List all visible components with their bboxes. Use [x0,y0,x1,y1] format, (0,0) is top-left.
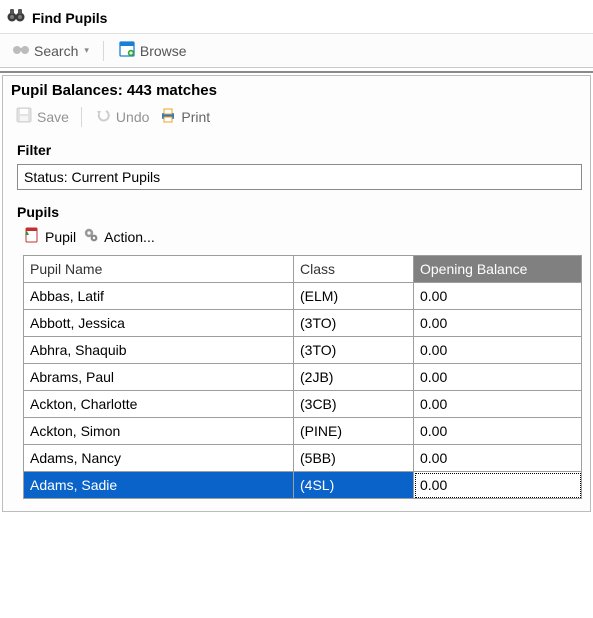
undo-icon [94,106,112,127]
action-button[interactable]: Action... [82,226,155,247]
cell-class[interactable]: (4SL) [294,472,414,499]
print-button[interactable]: Print [155,105,214,128]
cell-class[interactable]: (PINE) [294,418,414,445]
table-row[interactable]: Ackton, Charlotte(3CB)0.00 [24,391,582,418]
print-icon [159,106,177,127]
cell-pupil-name[interactable]: Abbott, Jessica [24,310,294,337]
browse-icon [118,40,136,61]
cell-opening-balance[interactable]: 0.00 [414,283,582,310]
cell-opening-balance[interactable]: 0.00 [414,472,582,499]
window-titlebar: Find Pupils [0,0,593,33]
table-row[interactable]: Adams, Sadie(4SL)0.00 [24,472,582,499]
browse-button[interactable]: Browse [114,38,191,63]
cell-opening-balance[interactable]: 0.00 [414,337,582,364]
cell-pupil-name[interactable]: Ackton, Simon [24,418,294,445]
binoculars-small-icon [12,40,30,61]
cell-pupil-name[interactable]: Abrams, Paul [24,364,294,391]
cell-pupil-name[interactable]: Ackton, Charlotte [24,391,294,418]
pupils-table: Pupil Name Class Opening Balance Abbas, … [23,255,582,499]
main-panel: Pupil Balances: 443 matches Save [2,75,591,512]
cell-class[interactable]: (3TO) [294,337,414,364]
cell-pupil-name[interactable]: Abhra, Shaquib [24,337,294,364]
pupil-button[interactable]: Pupil [23,226,76,247]
toolbar-separator [103,41,104,61]
pupils-actions: Pupil Action... [23,226,582,247]
cell-opening-balance[interactable]: 0.00 [414,418,582,445]
save-label: Save [37,109,69,125]
table-row[interactable]: Abbott, Jessica(3TO)0.00 [24,310,582,337]
browse-label: Browse [140,43,187,59]
cell-pupil-name[interactable]: Adams, Nancy [24,445,294,472]
cell-pupil-name[interactable]: Abbas, Latif [24,283,294,310]
col-pupil-name[interactable]: Pupil Name [24,256,294,283]
undo-label: Undo [116,109,149,125]
undo-button[interactable]: Undo [90,105,153,128]
content-wrap: Pupil Balances: 443 matches Save [0,71,593,514]
col-opening-balance[interactable]: Opening Balance [414,256,582,283]
table-row[interactable]: Abrams, Paul(2JB)0.00 [24,364,582,391]
search-label: Search [34,43,78,59]
cell-opening-balance[interactable]: 0.00 [414,364,582,391]
col-class[interactable]: Class [294,256,414,283]
panel-title: Pupil Balances: 443 matches [11,82,582,99]
filter-section-label: Filter [17,142,582,158]
cell-pupil-name[interactable]: Adams, Sadie [24,472,294,499]
binoculars-icon [6,6,32,29]
table-row[interactable]: Abhra, Shaquib(3TO)0.00 [24,337,582,364]
cell-class[interactable]: (5BB) [294,445,414,472]
table-row[interactable]: Abbas, Latif(ELM)0.00 [24,283,582,310]
cell-class[interactable]: (2JB) [294,364,414,391]
cell-opening-balance[interactable]: 0.00 [414,310,582,337]
filter-text[interactable]: Status: Current Pupils [17,164,582,190]
print-label: Print [181,109,210,125]
save-icon [15,106,33,127]
pupil-button-label: Pupil [45,229,76,245]
action-button-label: Action... [104,229,155,245]
table-row[interactable]: Ackton, Simon(PINE)0.00 [24,418,582,445]
table-header-row: Pupil Name Class Opening Balance [24,256,582,283]
table-row[interactable]: Adams, Nancy(5BB)0.00 [24,445,582,472]
toolbar-separator [81,107,82,127]
pupil-icon [23,226,41,247]
pupils-section-label: Pupils [17,204,582,220]
cell-opening-balance[interactable]: 0.00 [414,391,582,418]
gear-icon [82,226,100,247]
save-button[interactable]: Save [11,105,73,128]
cell-class[interactable]: (3TO) [294,310,414,337]
main-toolbar: Search ▾ Browse [0,33,593,68]
cell-opening-balance[interactable]: 0.00 [414,445,582,472]
panel-toolbar: Save Undo [11,105,582,128]
chevron-down-icon: ▾ [84,45,89,56]
search-button[interactable]: Search ▾ [8,38,93,63]
cell-class[interactable]: (ELM) [294,283,414,310]
window-title: Find Pupils [32,10,107,26]
cell-class[interactable]: (3CB) [294,391,414,418]
